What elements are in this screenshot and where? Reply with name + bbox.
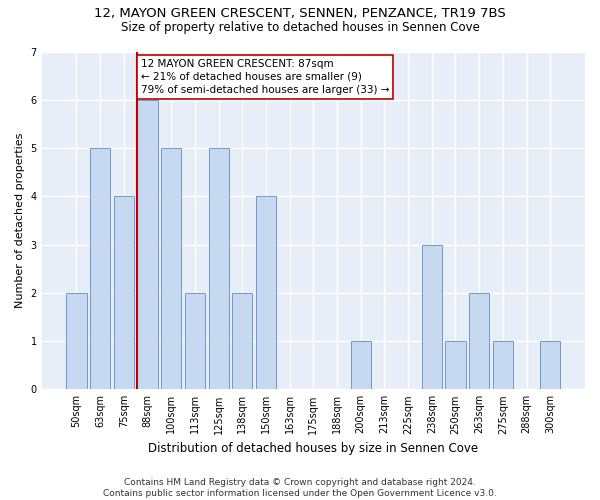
Text: 12 MAYON GREEN CRESCENT: 87sqm
← 21% of detached houses are smaller (9)
79% of s: 12 MAYON GREEN CRESCENT: 87sqm ← 21% of … <box>141 58 389 95</box>
Bar <box>209 148 229 390</box>
X-axis label: Distribution of detached houses by size in Sennen Cove: Distribution of detached houses by size … <box>148 442 478 455</box>
Y-axis label: Number of detached properties: Number of detached properties <box>15 132 25 308</box>
Text: Contains HM Land Registry data © Crown copyright and database right 2024.
Contai: Contains HM Land Registry data © Crown c… <box>103 478 497 498</box>
Bar <box>469 293 489 390</box>
Bar <box>256 196 276 390</box>
Text: 12, MAYON GREEN CRESCENT, SENNEN, PENZANCE, TR19 7BS: 12, MAYON GREEN CRESCENT, SENNEN, PENZAN… <box>94 8 506 20</box>
Bar <box>540 341 560 390</box>
Bar <box>350 341 371 390</box>
Text: Size of property relative to detached houses in Sennen Cove: Size of property relative to detached ho… <box>121 21 479 34</box>
Bar <box>422 244 442 390</box>
Bar <box>493 341 513 390</box>
Bar <box>114 196 134 390</box>
Bar <box>445 341 466 390</box>
Bar <box>161 148 181 390</box>
Bar <box>137 100 158 390</box>
Bar <box>232 293 253 390</box>
Bar <box>67 293 86 390</box>
Bar <box>185 293 205 390</box>
Bar <box>90 148 110 390</box>
